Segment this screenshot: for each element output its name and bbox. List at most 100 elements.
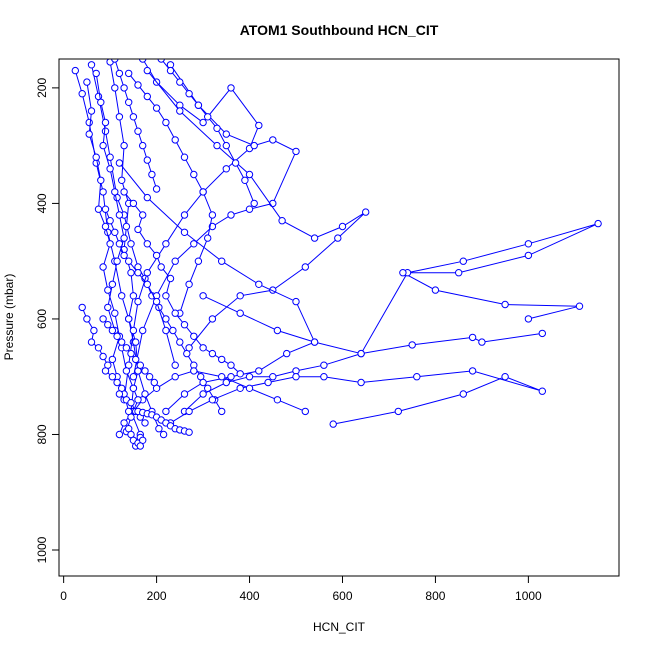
data-point <box>113 257 121 265</box>
data-point <box>120 84 128 92</box>
data-point <box>185 428 193 436</box>
data-point <box>108 373 117 381</box>
data-point <box>134 225 142 234</box>
data-point <box>227 361 235 369</box>
data-point <box>357 378 365 387</box>
data-point <box>83 315 91 323</box>
data-point <box>227 84 235 92</box>
data-point <box>120 188 128 196</box>
data-point <box>106 240 114 248</box>
data-point <box>455 269 463 277</box>
data-point <box>99 352 107 361</box>
data-point <box>106 165 114 173</box>
data-point <box>269 136 277 144</box>
data-point <box>99 141 107 150</box>
data-point <box>413 373 421 381</box>
axes: 0 200 400 600 800 1000 200 400 600 800 1000 <box>35 78 542 603</box>
data-point <box>101 367 110 375</box>
data-point <box>236 309 244 317</box>
data-point <box>468 367 477 375</box>
data-point <box>231 159 240 167</box>
data-point <box>92 69 100 78</box>
data-point <box>134 81 142 89</box>
data-point <box>139 211 147 219</box>
data-point <box>127 349 135 358</box>
data-point <box>152 251 161 260</box>
data-point <box>129 292 138 300</box>
data-point <box>334 234 342 242</box>
data-point <box>431 286 440 294</box>
data-point <box>222 130 231 138</box>
data-point <box>87 338 96 346</box>
data-point <box>250 141 258 150</box>
data-point <box>129 373 138 381</box>
data-point <box>524 251 533 260</box>
data-point <box>152 185 161 193</box>
data-point <box>162 292 170 300</box>
data-point <box>199 292 207 300</box>
data-point <box>85 130 93 138</box>
data-point <box>99 315 107 323</box>
data-point <box>538 387 546 395</box>
data-point <box>269 373 277 381</box>
data-point <box>199 344 207 352</box>
data-point <box>227 211 235 219</box>
data-point <box>139 141 147 150</box>
data-point <box>394 407 402 416</box>
data-point <box>115 159 124 167</box>
data-point <box>145 373 154 381</box>
data-point <box>222 141 231 150</box>
data-point <box>213 141 221 150</box>
series-19 <box>157 59 258 208</box>
data-point <box>115 113 124 121</box>
y-tick-label: 600 <box>35 309 49 329</box>
data-point <box>208 349 217 358</box>
data-point <box>120 141 128 150</box>
y-tick-label: 1000 <box>35 536 49 563</box>
data-point <box>159 430 168 439</box>
series-14 <box>125 69 217 317</box>
data-point <box>199 378 207 387</box>
series-8 <box>180 329 546 416</box>
data-point <box>245 384 254 392</box>
data-point <box>111 309 119 317</box>
x-tick-label: 0 <box>60 589 67 603</box>
data-point <box>176 107 184 115</box>
data-point <box>87 107 96 115</box>
data-point <box>199 118 207 127</box>
data-point <box>459 257 467 265</box>
data-point <box>143 280 152 288</box>
data-point <box>155 425 163 433</box>
data-point <box>83 78 91 86</box>
y-tick-label: 200 <box>35 78 49 98</box>
data-point <box>399 269 407 277</box>
series-line <box>114 59 158 190</box>
data-point <box>97 98 105 107</box>
series-3 <box>120 59 263 404</box>
data-point <box>524 240 533 248</box>
data-point <box>301 407 309 416</box>
data-point <box>129 384 138 392</box>
data-point <box>118 292 126 300</box>
data-point <box>166 274 175 283</box>
data-point <box>362 208 370 216</box>
data-point <box>139 326 147 335</box>
data-point <box>113 378 121 387</box>
data-point <box>127 240 135 248</box>
data-point <box>199 390 207 398</box>
data-point <box>94 205 103 213</box>
series-2 <box>106 59 145 439</box>
series-11 <box>101 205 179 369</box>
data-point <box>71 66 80 75</box>
data-point <box>180 153 189 161</box>
data-point <box>575 302 584 310</box>
data-point <box>222 378 231 387</box>
data-point <box>501 300 509 309</box>
data-point <box>99 263 107 271</box>
data-point <box>255 121 263 130</box>
data-point <box>269 199 277 208</box>
data-point <box>218 373 226 381</box>
plot-series <box>71 59 602 450</box>
data-point <box>115 211 124 219</box>
series-line <box>86 82 130 412</box>
